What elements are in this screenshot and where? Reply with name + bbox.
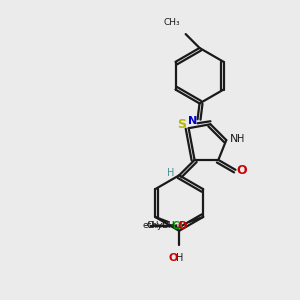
- Text: N: N: [230, 134, 238, 144]
- Text: H: H: [176, 253, 184, 262]
- Text: CH₂CH₃: CH₂CH₃: [147, 221, 178, 230]
- Text: O: O: [178, 221, 187, 231]
- Text: O: O: [236, 164, 247, 177]
- Text: S: S: [177, 118, 186, 131]
- Text: ethyl: ethyl: [145, 225, 148, 226]
- Text: O: O: [169, 253, 178, 262]
- Text: H: H: [167, 168, 174, 178]
- Text: Cl: Cl: [171, 221, 183, 231]
- Text: ethyl: ethyl: [142, 221, 165, 230]
- Text: CH₃: CH₃: [163, 18, 180, 27]
- Text: H: H: [238, 134, 245, 144]
- Text: N: N: [188, 116, 197, 126]
